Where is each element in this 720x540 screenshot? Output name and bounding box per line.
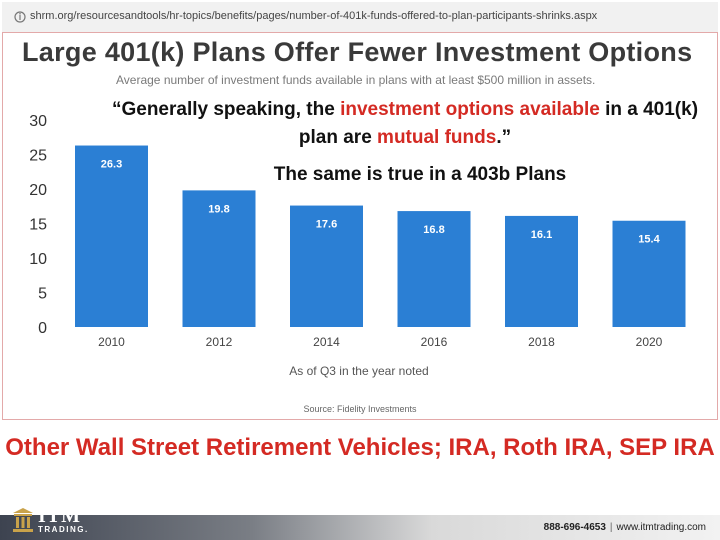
bar-value-label: 26.3 (101, 159, 122, 171)
x-tick-label: 2012 (206, 335, 233, 349)
browser-url-bar[interactable]: shrm.org/resourcesandtools/hr-topics/ben… (2, 2, 718, 33)
bar-value-label: 19.8 (208, 203, 229, 215)
quote-open: “Generally speaking, the (111, 99, 341, 120)
bar-value-label: 16.1 (531, 229, 552, 241)
x-tick-label: 2014 (313, 335, 340, 349)
y-tick-label: 20 (29, 182, 47, 199)
bar-2016 (397, 211, 471, 327)
bar-2012 (182, 190, 256, 327)
x-tick-label: 2016 (421, 335, 448, 349)
footer-bar (0, 515, 720, 540)
y-tick-label: 10 (29, 251, 47, 268)
bar-chart: 0 5 10 15 20 25 30 26.3 19.8 17.6 16.8 16.1 15.4 20… (29, 113, 686, 378)
x-tick-label: 2010 (98, 335, 125, 349)
y-tick-label: 15 (29, 217, 47, 234)
y-tick-label: 30 (29, 113, 47, 130)
y-tick-label: 25 (29, 148, 47, 165)
x-tick-label: 2020 (636, 335, 663, 349)
itm-logo: ITM TRADING. (12, 505, 102, 537)
bar-2014 (290, 205, 363, 327)
bar-value-label: 16.8 (423, 224, 444, 236)
bar-value-label: 15.4 (638, 234, 660, 246)
url-text[interactable]: shrm.org/resourcesandtools/hr-topics/ben… (30, 10, 598, 22)
screenshot-frame (2, 32, 718, 420)
quote-text: “Generally speaking, the investment opti… (100, 96, 710, 152)
y-tick-label: 5 (38, 286, 47, 303)
note-403b: The same is true in a 403b Plans (273, 164, 567, 185)
bar-2010 (75, 145, 148, 327)
bar-2018 (505, 215, 578, 327)
quote-highlight-mutual-funds: mutual funds (377, 127, 497, 148)
logo-itm-text: ITM (38, 505, 81, 527)
quote-close: .” (496, 127, 512, 148)
website-link[interactable]: www.itmtrading.com (616, 522, 706, 533)
bottom-title: Other Wall Street Retirement Vehicles; I… (5, 434, 715, 461)
bar-value-label: 17.6 (316, 219, 337, 231)
contact-separator: | (609, 522, 613, 533)
chart-source: Source: Fidelity Investments (303, 404, 417, 414)
quote-highlight-investment-options: investment options available (340, 99, 600, 120)
footer-contact: 888-696-4653 | www.itmtrading.com (544, 522, 706, 533)
y-tick-label: 0 (38, 320, 47, 337)
x-axis-ticks: 2010 2012 2014 2016 2018 2020 (98, 335, 663, 349)
bars (75, 145, 686, 327)
quote-mid: in a 401(k) plan are (298, 99, 699, 148)
bar-2020 (612, 220, 686, 327)
phone-number: 888-696-4653 (543, 522, 606, 533)
logo-trading-text: TRADING. (38, 525, 89, 534)
bar-value-labels: 26.3 19.8 17.6 16.8 16.1 15.4 (101, 159, 661, 246)
chart-title: Large 401(k) Plans Offer Fewer Investmen… (22, 37, 693, 67)
chart-subtitle: Average number of investment funds avail… (116, 73, 596, 87)
x-tick-label: 2018 (528, 335, 555, 349)
pillar-icon (13, 508, 33, 532)
y-axis-ticks: 0 5 10 15 20 25 30 (29, 113, 47, 337)
page-icon (14, 11, 26, 23)
x-axis-label: As of Q3 in the year noted (289, 364, 428, 378)
